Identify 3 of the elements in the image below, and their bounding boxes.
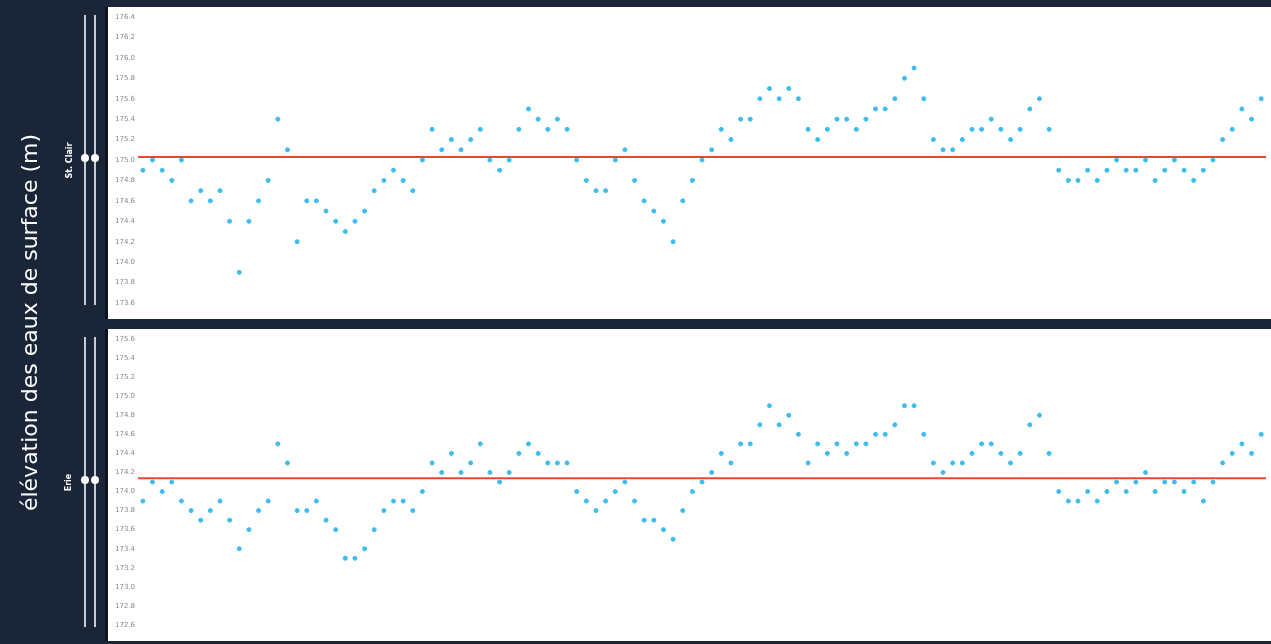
- text: St. Clair: [64, 141, 74, 179]
- y-axis-title: élévation des eaux de surface (m): [17, 133, 43, 511]
- text: Erie: [64, 473, 74, 491]
